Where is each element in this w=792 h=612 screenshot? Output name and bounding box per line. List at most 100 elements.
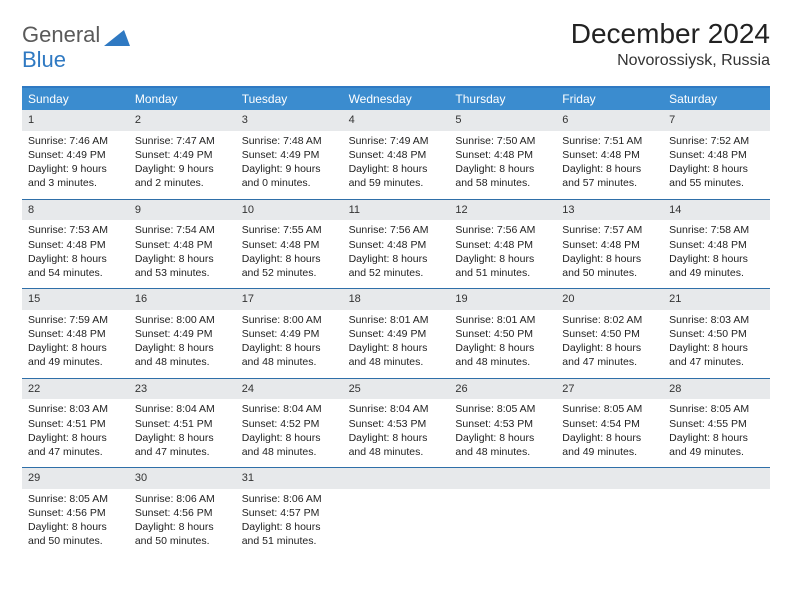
title-block: December 2024 Novorossiysk, Russia xyxy=(571,18,770,70)
calendar-cell: 26Sunrise: 8:05 AMSunset: 4:53 PMDayligh… xyxy=(449,379,556,468)
day-number: 6 xyxy=(556,110,663,131)
day-number: 23 xyxy=(129,379,236,400)
day-details: Sunrise: 8:05 AMSunset: 4:56 PMDaylight:… xyxy=(22,492,129,549)
day-number: 14 xyxy=(663,200,770,221)
day-number-empty xyxy=(449,468,556,489)
day-number: 20 xyxy=(556,289,663,310)
day-number: 12 xyxy=(449,200,556,221)
calendar-week-row: 15 Sunrise: 7:59 AMSunset: 4:48 PMDayligh… xyxy=(22,289,770,379)
calendar-cell: 23Sunrise: 8:04 AMSunset: 4:51 PMDayligh… xyxy=(129,379,236,468)
day-details: Sunrise: 8:06 AMSunset: 4:57 PMDaylight:… xyxy=(236,492,343,549)
day-header: Monday xyxy=(129,88,236,110)
day-details: Sunrise: 8:05 AMSunset: 4:54 PMDaylight:… xyxy=(556,402,663,459)
day-number: 24 xyxy=(236,379,343,400)
day-number: 2 xyxy=(129,110,236,131)
day-number-empty xyxy=(556,468,663,489)
calendar-cell: 28Sunrise: 8:05 AMSunset: 4:55 PMDayligh… xyxy=(663,379,770,468)
day-number: 5 xyxy=(449,110,556,131)
calendar-cell: 13Sunrise: 7:57 AMSunset: 4:48 PMDayligh… xyxy=(556,200,663,289)
calendar-cell: 21 Sunrise: 8:03 AMSunset: 4:50 PMDayligh… xyxy=(663,289,770,378)
day-number: 29 xyxy=(22,468,129,489)
calendar-week-row: 1Sunrise: 7:46 AMSunset: 4:49 PMDaylight… xyxy=(22,110,770,200)
day-number: 25 xyxy=(343,379,450,400)
calendar-cell: 24Sunrise: 8:04 AMSunset: 4:52 PMDayligh… xyxy=(236,379,343,468)
day-header: Friday xyxy=(556,88,663,110)
calendar-cell xyxy=(556,468,663,557)
calendar-cell: 2 Sunrise: 7:47 AMSunset: 4:49 PMDaylight… xyxy=(129,110,236,199)
day-details: Sunrise: 8:03 AMSunset: 4:50 PMDaylight:… xyxy=(663,313,770,370)
calendar-cell: 3Sunrise: 7:48 AMSunset: 4:49 PMDaylight… xyxy=(236,110,343,199)
calendar-week-row: 8Sunrise: 7:53 AMSunset: 4:48 PMDaylight… xyxy=(22,200,770,290)
calendar-cell: 4 Sunrise: 7:49 AMSunset: 4:48 PMDaylight… xyxy=(343,110,450,199)
day-number: 28 xyxy=(663,379,770,400)
calendar-cell: 16 Sunrise: 8:00 AMSunset: 4:49 PMDayligh… xyxy=(129,289,236,378)
calendar-cell: 14Sunrise: 7:58 AMSunset: 4:48 PMDayligh… xyxy=(663,200,770,289)
day-number: 19 xyxy=(449,289,556,310)
day-details: Sunrise: 8:01 AMSunset: 4:49 PMDaylight:… xyxy=(343,313,450,370)
day-details: Sunrise: 8:03 AMSunset: 4:51 PMDaylight:… xyxy=(22,402,129,459)
day-details: Sunrise: 8:02 AMSunset: 4:50 PMDaylight:… xyxy=(556,313,663,370)
logo: General Blue xyxy=(22,18,130,72)
calendar-cell xyxy=(343,468,450,557)
calendar-cell: 30Sunrise: 8:06 AMSunset: 4:56 PMDayligh… xyxy=(129,468,236,557)
day-number: 7 xyxy=(663,110,770,131)
day-details: Sunrise: 7:57 AMSunset: 4:48 PMDaylight:… xyxy=(556,223,663,280)
day-number: 21 xyxy=(663,289,770,310)
location-subtitle: Novorossiysk, Russia xyxy=(571,52,770,70)
calendar-cell: 19 Sunrise: 8:01 AMSunset: 4:50 PMDayligh… xyxy=(449,289,556,378)
day-details: Sunrise: 7:47 AMSunset: 4:49 PMDaylight:… xyxy=(129,134,236,191)
day-details: Sunrise: 8:06 AMSunset: 4:56 PMDaylight:… xyxy=(129,492,236,549)
day-number: 4 xyxy=(343,110,450,131)
day-details: Sunrise: 7:49 AMSunset: 4:48 PMDaylight:… xyxy=(343,134,450,191)
calendar-cell: 7 Sunrise: 7:52 AMSunset: 4:48 PMDaylight… xyxy=(663,110,770,199)
day-details: Sunrise: 8:00 AMSunset: 4:49 PMDaylight:… xyxy=(129,313,236,370)
calendar-cell xyxy=(449,468,556,557)
day-details: Sunrise: 7:53 AMSunset: 4:48 PMDaylight:… xyxy=(22,223,129,280)
day-number: 27 xyxy=(556,379,663,400)
day-details: Sunrise: 7:51 AMSunset: 4:48 PMDaylight:… xyxy=(556,134,663,191)
day-details: Sunrise: 8:04 AMSunset: 4:51 PMDaylight:… xyxy=(129,402,236,459)
day-details: Sunrise: 7:59 AMSunset: 4:48 PMDaylight:… xyxy=(22,313,129,370)
calendar-cell: 9Sunrise: 7:54 AMSunset: 4:48 PMDaylight… xyxy=(129,200,236,289)
day-header: Thursday xyxy=(449,88,556,110)
day-number-empty xyxy=(343,468,450,489)
day-details: Sunrise: 8:04 AMSunset: 4:53 PMDaylight:… xyxy=(343,402,450,459)
day-header: Sunday xyxy=(22,88,129,110)
calendar-cell: 1Sunrise: 7:46 AMSunset: 4:49 PMDaylight… xyxy=(22,110,129,199)
day-details: Sunrise: 8:04 AMSunset: 4:52 PMDaylight:… xyxy=(236,402,343,459)
day-number: 31 xyxy=(236,468,343,489)
day-details: Sunrise: 7:52 AMSunset: 4:48 PMDaylight:… xyxy=(663,134,770,191)
logo-word-1: General xyxy=(22,22,100,47)
calendar-cell: 27Sunrise: 8:05 AMSunset: 4:54 PMDayligh… xyxy=(556,379,663,468)
day-number: 8 xyxy=(22,200,129,221)
calendar-cell: 6 Sunrise: 7:51 AMSunset: 4:48 PMDaylight… xyxy=(556,110,663,199)
day-number: 16 xyxy=(129,289,236,310)
day-details: Sunrise: 8:01 AMSunset: 4:50 PMDaylight:… xyxy=(449,313,556,370)
page-title: December 2024 xyxy=(571,18,770,50)
day-number: 10 xyxy=(236,200,343,221)
day-header: Wednesday xyxy=(343,88,450,110)
day-details: Sunrise: 7:50 AMSunset: 4:48 PMDaylight:… xyxy=(449,134,556,191)
calendar-cell: 15 Sunrise: 7:59 AMSunset: 4:48 PMDayligh… xyxy=(22,289,129,378)
calendar-cell: 11Sunrise: 7:56 AMSunset: 4:48 PMDayligh… xyxy=(343,200,450,289)
calendar-cell: 20 Sunrise: 8:02 AMSunset: 4:50 PMDayligh… xyxy=(556,289,663,378)
calendar-cell: 31 Sunrise: 8:06 AMSunset: 4:57 PMDayligh… xyxy=(236,468,343,557)
day-header: Saturday xyxy=(663,88,770,110)
day-number-empty xyxy=(663,468,770,489)
day-number: 13 xyxy=(556,200,663,221)
calendar-cell: 12Sunrise: 7:56 AMSunset: 4:48 PMDayligh… xyxy=(449,200,556,289)
day-number: 26 xyxy=(449,379,556,400)
day-number: 9 xyxy=(129,200,236,221)
calendar-cell: 17Sunrise: 8:00 AMSunset: 4:49 PMDayligh… xyxy=(236,289,343,378)
day-header: Tuesday xyxy=(236,88,343,110)
calendar-cell: 8Sunrise: 7:53 AMSunset: 4:48 PMDaylight… xyxy=(22,200,129,289)
day-number: 17 xyxy=(236,289,343,310)
calendar-cell: 22Sunrise: 8:03 AMSunset: 4:51 PMDayligh… xyxy=(22,379,129,468)
day-details: Sunrise: 8:05 AMSunset: 4:55 PMDaylight:… xyxy=(663,402,770,459)
day-number: 15 xyxy=(22,289,129,310)
header: General Blue December 2024 Novorossiysk,… xyxy=(22,18,770,72)
day-number: 11 xyxy=(343,200,450,221)
calendar-cell: 18Sunrise: 8:01 AMSunset: 4:49 PMDayligh… xyxy=(343,289,450,378)
day-number: 22 xyxy=(22,379,129,400)
logo-word-2: Blue xyxy=(22,49,66,71)
